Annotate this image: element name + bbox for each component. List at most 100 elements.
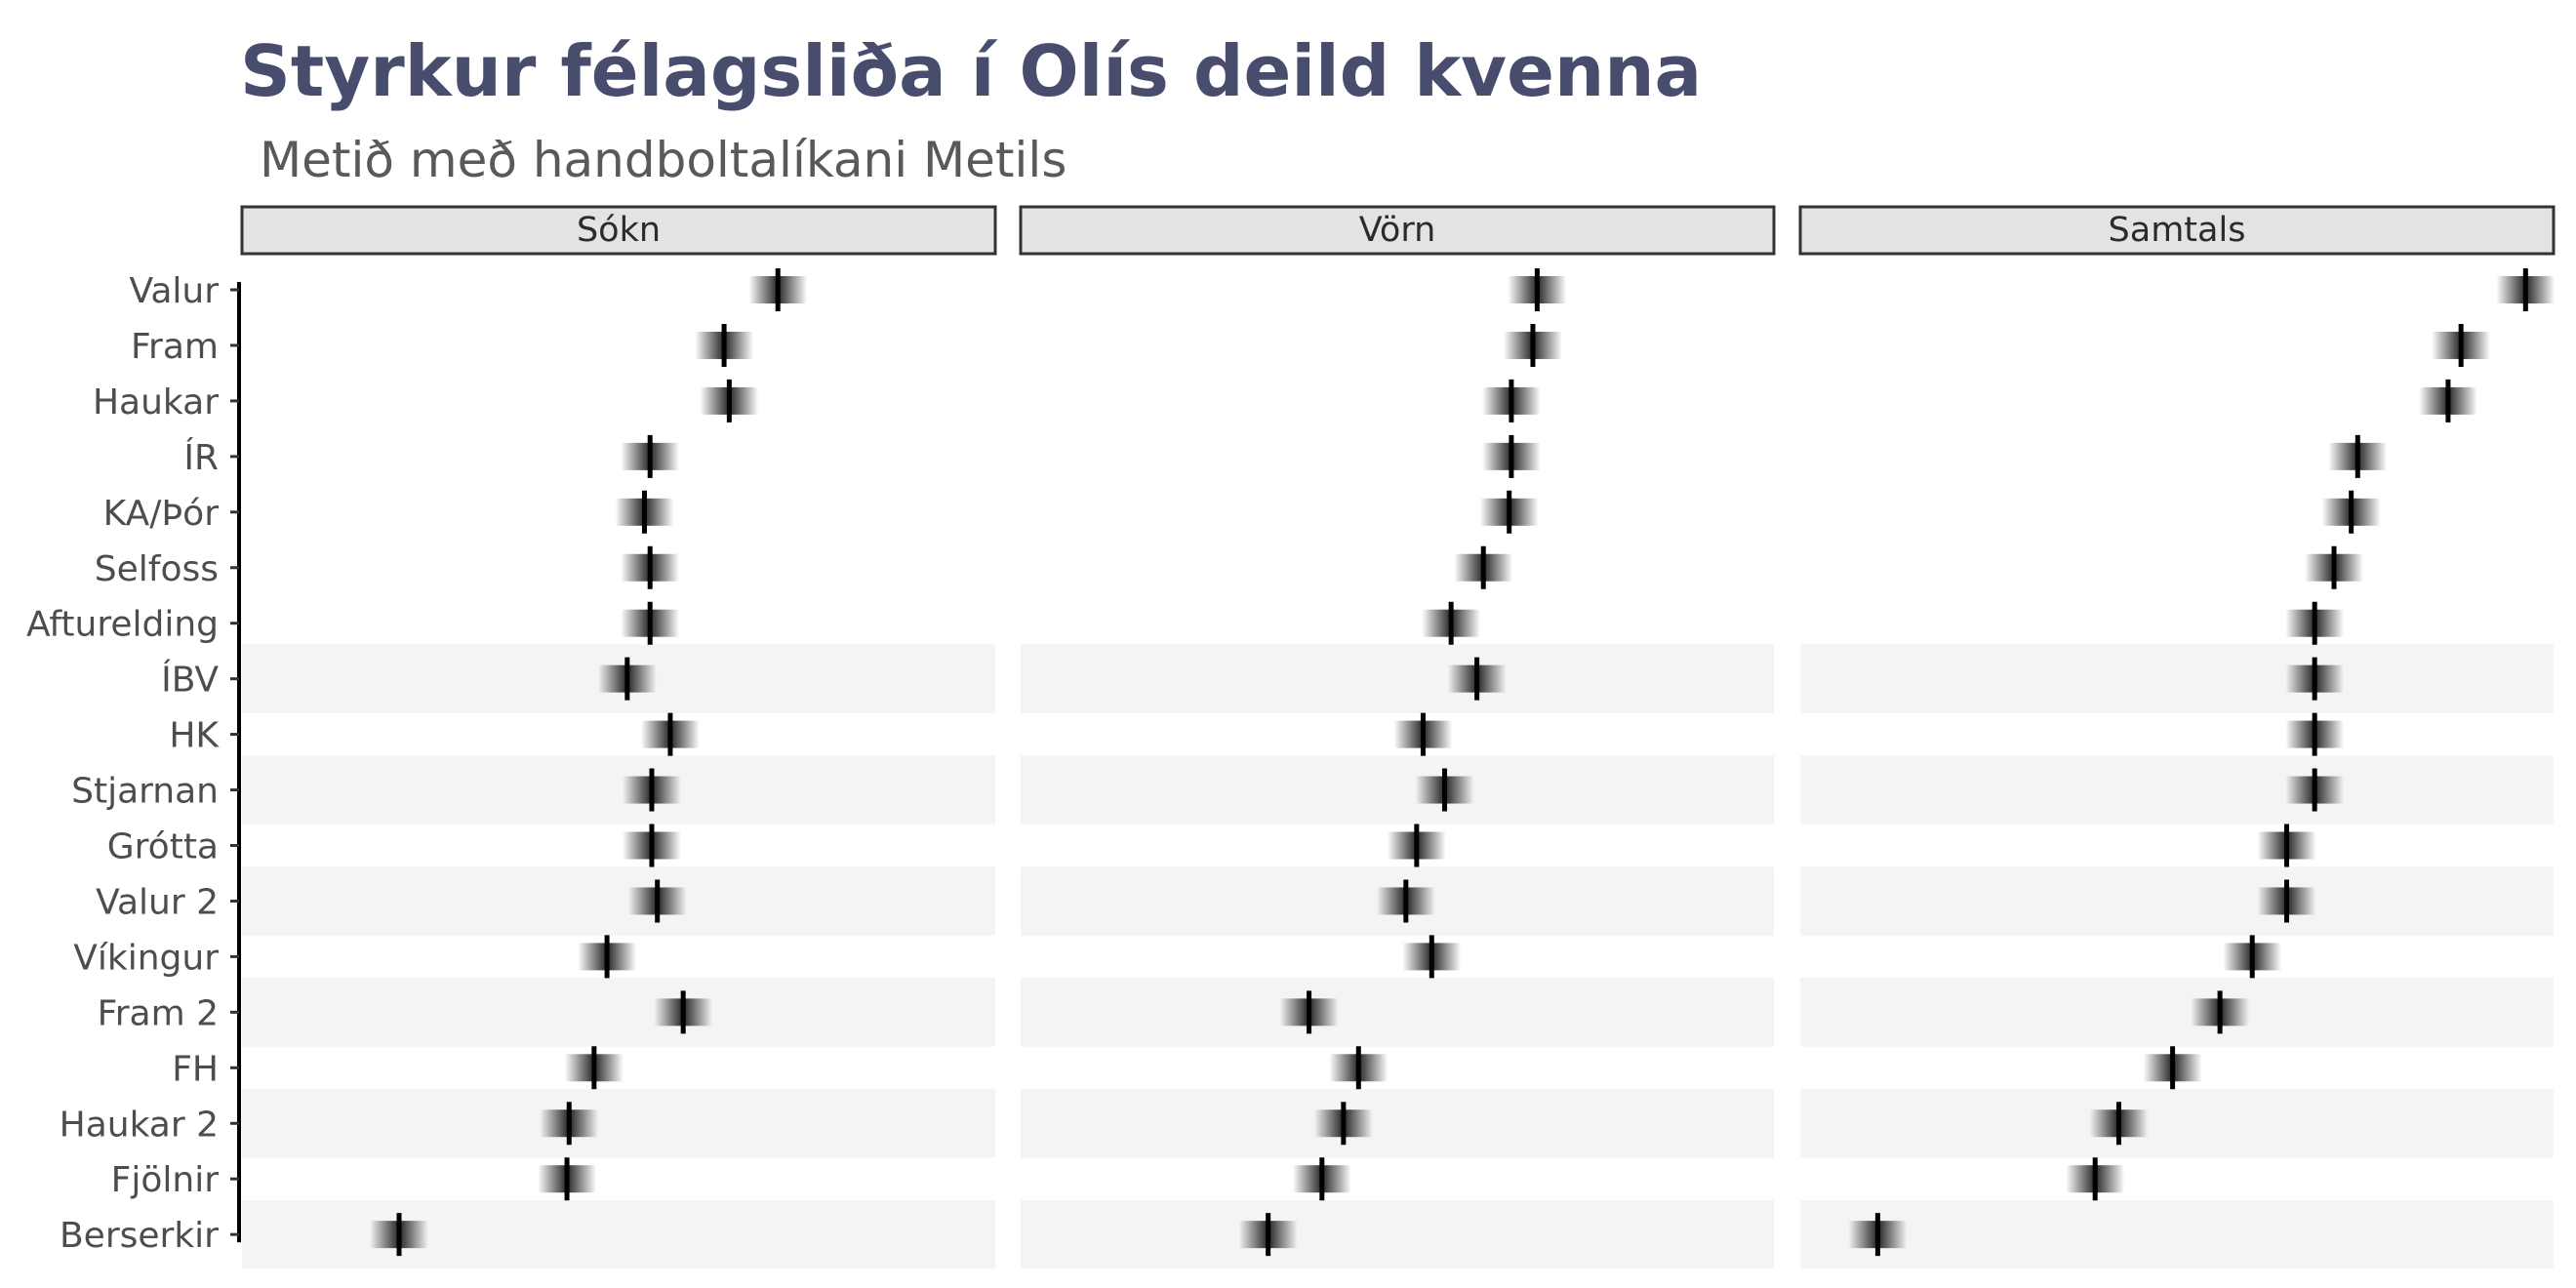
row-band bbox=[1800, 866, 2554, 936]
panel-strip bbox=[1798, 205, 2556, 256]
team-label: Valur 2 bbox=[96, 882, 219, 922]
estimate-mark bbox=[1422, 601, 1481, 645]
estimate-mark bbox=[621, 434, 680, 478]
estimate-mark bbox=[564, 1046, 624, 1090]
estimate-mark bbox=[748, 268, 808, 311]
estimate-mark bbox=[1454, 545, 1513, 589]
estimate-mark bbox=[2191, 990, 2250, 1034]
estimate-mark bbox=[1447, 657, 1507, 701]
estimate-mark bbox=[1415, 768, 1474, 812]
estimate-mark bbox=[2285, 712, 2345, 756]
row-band bbox=[1021, 978, 1774, 1047]
estimate-mark bbox=[1393, 712, 1453, 756]
estimate-mark bbox=[1387, 824, 1446, 867]
estimate-mark bbox=[597, 657, 657, 701]
row-band bbox=[1021, 1088, 1774, 1158]
estimate-mark bbox=[370, 1213, 429, 1257]
team-label: Berserkir bbox=[60, 1216, 219, 1256]
estimate-mark bbox=[695, 323, 754, 367]
team-label: Grótta bbox=[107, 827, 219, 867]
estimate-mark bbox=[2285, 768, 2345, 812]
estimate-mark bbox=[2285, 601, 2345, 645]
estimate-mark bbox=[578, 935, 637, 979]
row-band bbox=[242, 978, 995, 1047]
y-axis: Valur Fram Haukar ÍR KA/Þór Selfoss Aftureldin… bbox=[26, 271, 241, 1256]
estimate-mark bbox=[1503, 323, 1562, 367]
estimate-mark bbox=[2285, 657, 2345, 701]
estimate-mark bbox=[615, 490, 674, 534]
estimate-mark bbox=[2328, 434, 2388, 478]
estimate-mark bbox=[2418, 379, 2477, 423]
row-band bbox=[1800, 978, 2554, 1047]
estimate-mark bbox=[627, 879, 687, 923]
estimate-mark bbox=[2089, 1102, 2149, 1146]
row-band bbox=[1800, 1199, 2554, 1269]
estimate-mark bbox=[2257, 824, 2316, 867]
panel-strips: Sókn Vörn Samtals bbox=[240, 205, 2556, 256]
estimate-mark bbox=[1279, 990, 1339, 1034]
estimate-mark bbox=[2432, 323, 2491, 367]
row-band bbox=[1021, 755, 1774, 825]
estimate-mark bbox=[1481, 434, 1541, 478]
estimate-mark bbox=[1376, 879, 1435, 923]
estimate-mark bbox=[622, 824, 681, 867]
team-label: Fram 2 bbox=[98, 993, 219, 1033]
estimate-mark bbox=[2143, 1046, 2202, 1090]
estimate-mark bbox=[1508, 268, 1567, 311]
row-band bbox=[1021, 644, 1774, 713]
team-label: Fram bbox=[131, 327, 219, 367]
team-label: FH bbox=[172, 1049, 219, 1089]
estimate-mark bbox=[2066, 1157, 2125, 1201]
chart-title: Styrkur félagsliða í Olís deild kvenna bbox=[240, 30, 1702, 112]
team-label: ÍR bbox=[183, 437, 219, 478]
team-label: Stjarnan bbox=[71, 772, 219, 812]
row-band bbox=[1800, 755, 2554, 825]
team-label: KA/Þór bbox=[103, 494, 220, 534]
row-band bbox=[242, 866, 995, 936]
estimate-mark bbox=[1292, 1157, 1351, 1201]
estimate-mark bbox=[1329, 1046, 1389, 1090]
team-label: Afturelding bbox=[26, 605, 219, 645]
panel-strip-label: Sókn bbox=[577, 211, 661, 250]
row-band bbox=[1800, 1088, 2554, 1158]
team-label: Haukar bbox=[93, 382, 219, 423]
interval-marks bbox=[370, 268, 2556, 1257]
estimate-mark bbox=[640, 712, 700, 756]
row-band bbox=[242, 1199, 995, 1269]
estimate-mark bbox=[1479, 490, 1539, 534]
estimate-mark bbox=[2223, 935, 2282, 979]
row-band bbox=[1800, 644, 2554, 713]
chart-subtitle: Metið með handboltalíkani Metils bbox=[260, 132, 1067, 188]
team-label: Víkingur bbox=[73, 938, 219, 978]
panel-strip-label: Vörn bbox=[1359, 211, 1436, 250]
team-label: Fjölnir bbox=[111, 1160, 220, 1200]
team-label: ÍBV bbox=[161, 660, 219, 701]
estimate-mark bbox=[1313, 1102, 1373, 1146]
estimate-mark bbox=[1848, 1213, 1908, 1257]
panel-strip bbox=[240, 205, 997, 256]
row-backgrounds bbox=[242, 644, 2554, 1269]
estimate-mark bbox=[621, 545, 680, 589]
estimate-mark bbox=[654, 990, 713, 1034]
row-band bbox=[242, 1088, 995, 1158]
estimate-mark bbox=[2257, 879, 2316, 923]
team-label: HK bbox=[169, 716, 220, 756]
estimate-mark bbox=[2321, 490, 2381, 534]
row-band bbox=[242, 755, 995, 825]
estimate-mark bbox=[1481, 379, 1541, 423]
team-label: Haukar 2 bbox=[60, 1105, 219, 1145]
estimate-mark bbox=[540, 1102, 599, 1146]
team-label: Valur bbox=[129, 271, 219, 311]
row-band bbox=[1021, 1199, 1774, 1269]
estimate-mark bbox=[622, 768, 681, 812]
estimate-mark bbox=[700, 379, 759, 423]
panel-strip-label: Samtals bbox=[2109, 211, 2246, 250]
estimate-mark bbox=[2496, 268, 2556, 311]
estimate-mark bbox=[1238, 1213, 1298, 1257]
estimate-mark bbox=[1402, 935, 1462, 979]
estimate-mark bbox=[538, 1157, 597, 1201]
estimate-mark bbox=[621, 601, 680, 645]
team-label: Selfoss bbox=[95, 549, 219, 589]
estimate-mark bbox=[2305, 545, 2364, 589]
